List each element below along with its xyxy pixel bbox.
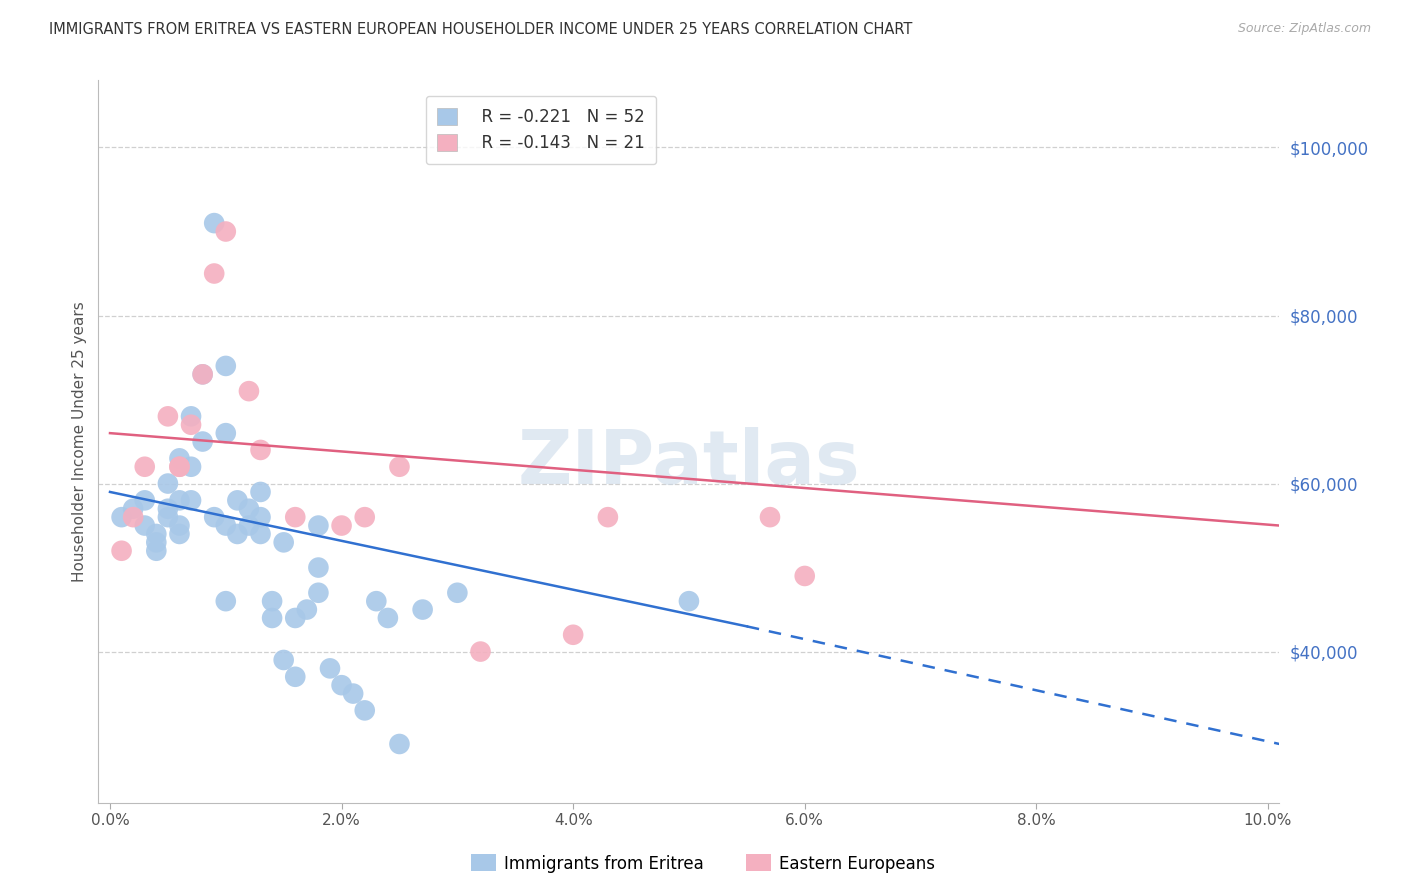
Point <box>273 653 295 667</box>
Point <box>169 459 191 474</box>
Point <box>202 267 225 281</box>
Point <box>145 543 167 558</box>
Point <box>110 510 132 524</box>
Point <box>215 426 238 441</box>
Point <box>238 518 260 533</box>
Point <box>215 594 238 608</box>
Point <box>202 510 225 524</box>
Point <box>169 527 191 541</box>
Point <box>134 493 156 508</box>
Point <box>295 602 318 616</box>
Point <box>793 569 815 583</box>
Point <box>319 661 342 675</box>
Point <box>145 535 167 549</box>
Point <box>156 476 179 491</box>
Point <box>446 586 468 600</box>
Point <box>145 527 167 541</box>
Point <box>180 459 202 474</box>
Point <box>180 409 202 424</box>
Point <box>180 417 202 432</box>
Point <box>226 527 249 541</box>
Y-axis label: Householder Income Under 25 years: Householder Income Under 25 years <box>72 301 87 582</box>
Point <box>678 594 700 608</box>
Point <box>238 501 260 516</box>
Point <box>249 510 271 524</box>
Point <box>262 611 284 625</box>
Point <box>284 670 307 684</box>
Legend: Immigrants from Eritrea, Eastern Europeans: Immigrants from Eritrea, Eastern Europea… <box>464 847 942 880</box>
Point <box>353 510 375 524</box>
Point <box>110 543 132 558</box>
Point <box>238 384 260 398</box>
Point <box>202 216 225 230</box>
Point <box>134 459 156 474</box>
Point <box>377 611 399 625</box>
Point <box>122 501 145 516</box>
Point <box>388 459 411 474</box>
Point <box>156 501 179 516</box>
Text: IMMIGRANTS FROM ERITREA VS EASTERN EUROPEAN HOUSEHOLDER INCOME UNDER 25 YEARS CO: IMMIGRANTS FROM ERITREA VS EASTERN EUROP… <box>49 22 912 37</box>
Point <box>470 644 492 658</box>
Point <box>169 459 191 474</box>
Point <box>191 368 214 382</box>
Point <box>307 586 329 600</box>
Point <box>596 510 619 524</box>
Point <box>215 225 238 239</box>
Point <box>180 493 202 508</box>
Point <box>388 737 411 751</box>
Point <box>156 409 179 424</box>
Text: Source: ZipAtlas.com: Source: ZipAtlas.com <box>1237 22 1371 36</box>
Point <box>284 611 307 625</box>
Point <box>342 687 364 701</box>
Point <box>169 493 191 508</box>
Point <box>330 518 353 533</box>
Point <box>215 359 238 373</box>
Point <box>262 594 284 608</box>
Point <box>330 678 353 692</box>
Point <box>273 535 295 549</box>
Point <box>249 442 271 457</box>
Point <box>284 510 307 524</box>
Point <box>215 518 238 533</box>
Point <box>307 518 329 533</box>
Point <box>169 518 191 533</box>
Point <box>191 434 214 449</box>
Point <box>169 451 191 466</box>
Text: ZIPatlas: ZIPatlas <box>517 426 860 500</box>
Legend:   R = -0.221   N = 52,   R = -0.143   N = 21: R = -0.221 N = 52, R = -0.143 N = 21 <box>426 95 657 164</box>
Point <box>366 594 388 608</box>
Point <box>412 602 434 616</box>
Point <box>562 628 585 642</box>
Point <box>122 510 145 524</box>
Point <box>249 485 271 500</box>
Point <box>156 510 179 524</box>
Point <box>191 368 214 382</box>
Point <box>134 518 156 533</box>
Point <box>353 703 375 717</box>
Point <box>249 527 271 541</box>
Point <box>307 560 329 574</box>
Point <box>226 493 249 508</box>
Point <box>759 510 782 524</box>
